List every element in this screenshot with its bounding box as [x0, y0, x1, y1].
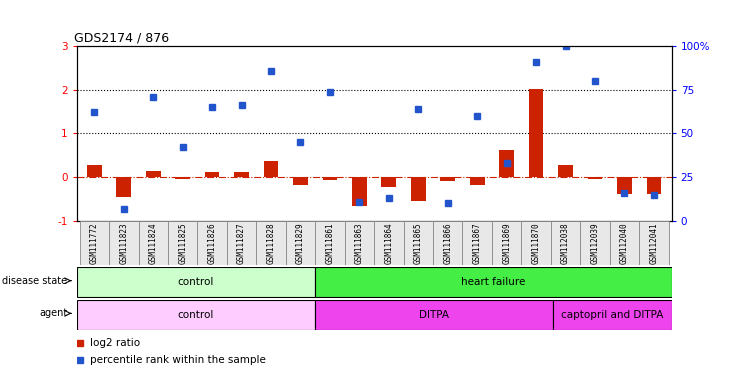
Text: control: control	[177, 310, 214, 320]
FancyBboxPatch shape	[521, 221, 551, 265]
FancyBboxPatch shape	[197, 221, 227, 265]
Bar	[470, 177, 485, 185]
Bar	[647, 177, 661, 194]
Text: GSM112039: GSM112039	[591, 222, 599, 264]
Bar	[323, 177, 337, 180]
Bar	[234, 172, 249, 177]
FancyBboxPatch shape	[285, 221, 315, 265]
Bar	[264, 161, 278, 177]
Text: DITPA: DITPA	[418, 310, 449, 320]
Bar	[116, 177, 131, 197]
FancyBboxPatch shape	[80, 221, 109, 265]
Text: GSM111825: GSM111825	[178, 222, 187, 264]
Bar	[175, 177, 190, 179]
Text: GSM112040: GSM112040	[620, 222, 629, 264]
Bar	[529, 89, 543, 177]
FancyBboxPatch shape	[139, 221, 168, 265]
FancyBboxPatch shape	[77, 268, 315, 297]
FancyBboxPatch shape	[315, 300, 553, 329]
Text: GSM111772: GSM111772	[90, 222, 99, 264]
Bar	[617, 177, 632, 194]
Text: log2 ratio: log2 ratio	[90, 338, 140, 348]
FancyBboxPatch shape	[345, 221, 374, 265]
Text: GSM111861: GSM111861	[326, 222, 334, 264]
Bar	[87, 165, 101, 177]
Text: GSM111865: GSM111865	[414, 222, 423, 264]
Bar	[499, 150, 514, 177]
Bar	[411, 177, 426, 201]
Text: disease state: disease state	[2, 276, 67, 286]
Text: agent: agent	[39, 308, 67, 318]
Bar	[146, 170, 161, 177]
Text: GSM112038: GSM112038	[561, 222, 570, 264]
Bar	[352, 177, 366, 205]
FancyBboxPatch shape	[610, 221, 639, 265]
Text: GSM111827: GSM111827	[237, 222, 246, 264]
FancyBboxPatch shape	[77, 300, 315, 329]
FancyBboxPatch shape	[404, 221, 433, 265]
FancyBboxPatch shape	[551, 221, 580, 265]
Text: GSM112041: GSM112041	[650, 222, 658, 264]
FancyBboxPatch shape	[580, 221, 610, 265]
Text: GSM111864: GSM111864	[385, 222, 393, 264]
Text: control: control	[177, 277, 214, 287]
FancyBboxPatch shape	[227, 221, 256, 265]
Text: GSM111828: GSM111828	[266, 222, 275, 264]
FancyBboxPatch shape	[109, 221, 139, 265]
Text: GSM111867: GSM111867	[473, 222, 482, 264]
Text: captopril and DITPA: captopril and DITPA	[561, 310, 664, 320]
FancyBboxPatch shape	[256, 221, 285, 265]
FancyBboxPatch shape	[433, 221, 463, 265]
FancyBboxPatch shape	[374, 221, 404, 265]
FancyBboxPatch shape	[553, 300, 672, 329]
Text: heart failure: heart failure	[461, 277, 526, 287]
Text: GDS2174 / 876: GDS2174 / 876	[74, 32, 169, 45]
Bar	[382, 177, 396, 187]
FancyBboxPatch shape	[315, 268, 672, 297]
Text: GSM111824: GSM111824	[149, 222, 158, 264]
FancyBboxPatch shape	[463, 221, 492, 265]
Bar	[205, 172, 220, 177]
FancyBboxPatch shape	[492, 221, 521, 265]
Text: GSM111823: GSM111823	[119, 222, 128, 264]
Bar	[293, 177, 308, 185]
FancyBboxPatch shape	[315, 221, 345, 265]
FancyBboxPatch shape	[639, 221, 669, 265]
Text: GSM111870: GSM111870	[531, 222, 541, 264]
Text: GSM111829: GSM111829	[296, 222, 305, 264]
Bar	[558, 165, 573, 177]
FancyBboxPatch shape	[168, 221, 197, 265]
Text: GSM111863: GSM111863	[355, 222, 364, 264]
Bar	[440, 177, 455, 180]
Bar	[588, 177, 602, 179]
Text: GSM111869: GSM111869	[502, 222, 511, 264]
Text: GSM111826: GSM111826	[207, 222, 217, 264]
Text: percentile rank within the sample: percentile rank within the sample	[90, 355, 266, 365]
Text: GSM111866: GSM111866	[443, 222, 453, 264]
